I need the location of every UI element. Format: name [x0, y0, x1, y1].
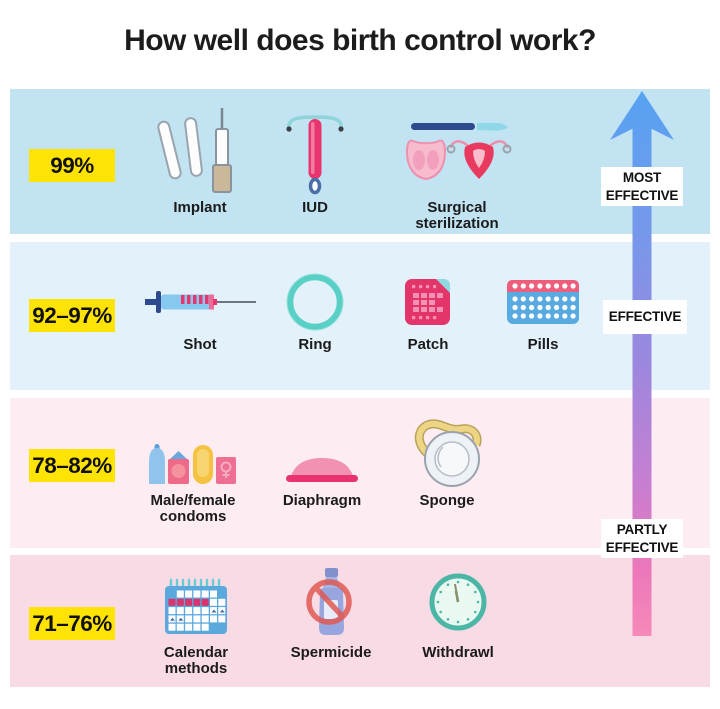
method-label: Patch	[407, 336, 449, 353]
arrow-head	[610, 91, 674, 140]
page-title: How well does birth control work?	[124, 24, 596, 57]
effectiveness-badge-99: 99%	[29, 149, 115, 182]
most-effective-label: MOST EFFECTIVE	[601, 167, 683, 206]
method-diaphragm: Diaphragm	[247, 418, 397, 509]
band-partly-effective-lower	[10, 555, 710, 687]
method-label: Ring	[298, 336, 332, 353]
calendar-icon	[121, 566, 271, 640]
method-label: Male/female condoms	[150, 492, 236, 526]
method-patch: Patch	[353, 272, 503, 353]
method-calendar: Calendar methods	[121, 566, 271, 677]
method-label: Withdrawl	[422, 644, 494, 661]
method-label: Sponge	[419, 492, 475, 509]
method-ring: Ring	[240, 272, 390, 353]
vaginal-ring-icon	[240, 272, 390, 332]
condoms-icon	[118, 418, 268, 488]
partly-effective-label: PARTLY EFFECTIVE	[601, 519, 683, 558]
shot-syringe-icon	[125, 272, 275, 332]
surgical-sterilization-icon	[382, 103, 532, 195]
effectiveness-badge-78-82: 78–82%	[29, 449, 115, 482]
clock-icon	[383, 566, 533, 640]
method-label: Implant	[173, 199, 227, 216]
method-surgical-sterilization: Surgical sterilization	[382, 103, 532, 232]
method-spermicide: Spermicide	[256, 566, 406, 661]
method-label: Surgical sterilization	[415, 199, 499, 233]
method-condoms: Male/female condoms	[118, 418, 268, 525]
patch-icon	[353, 272, 503, 332]
sponge-icon	[372, 418, 522, 488]
pill-pack-icon	[468, 272, 618, 332]
band-partly-effective-upper	[10, 398, 710, 548]
effectiveness-arrow	[610, 91, 674, 636]
method-label: Diaphragm	[282, 492, 362, 509]
method-label: Shot	[183, 336, 217, 353]
diaphragm-icon	[247, 418, 397, 488]
method-implant: Implant	[125, 103, 275, 216]
implant-icon	[125, 103, 275, 195]
method-label: Pills	[527, 336, 559, 353]
method-label: Spermicide	[290, 644, 372, 661]
iud-icon	[240, 103, 390, 195]
effectiveness-badge-92-97: 92–97%	[29, 299, 115, 332]
method-pills: Pills	[468, 272, 618, 353]
method-iud: IUD	[240, 103, 390, 216]
method-label: IUD	[302, 199, 328, 216]
band-effective	[10, 242, 710, 390]
spermicide-icon	[256, 566, 406, 640]
method-withdrawl: Withdrawl	[383, 566, 533, 661]
method-label: Calendar methods	[163, 644, 229, 678]
arrow-shaft	[632, 118, 652, 636]
band-most-effective	[10, 89, 710, 234]
method-shot: Shot	[125, 272, 275, 353]
effectiveness-badge-71-76: 71–76%	[29, 607, 115, 640]
method-sponge: Sponge	[372, 418, 522, 509]
effective-label: EFFECTIVE	[603, 300, 687, 334]
